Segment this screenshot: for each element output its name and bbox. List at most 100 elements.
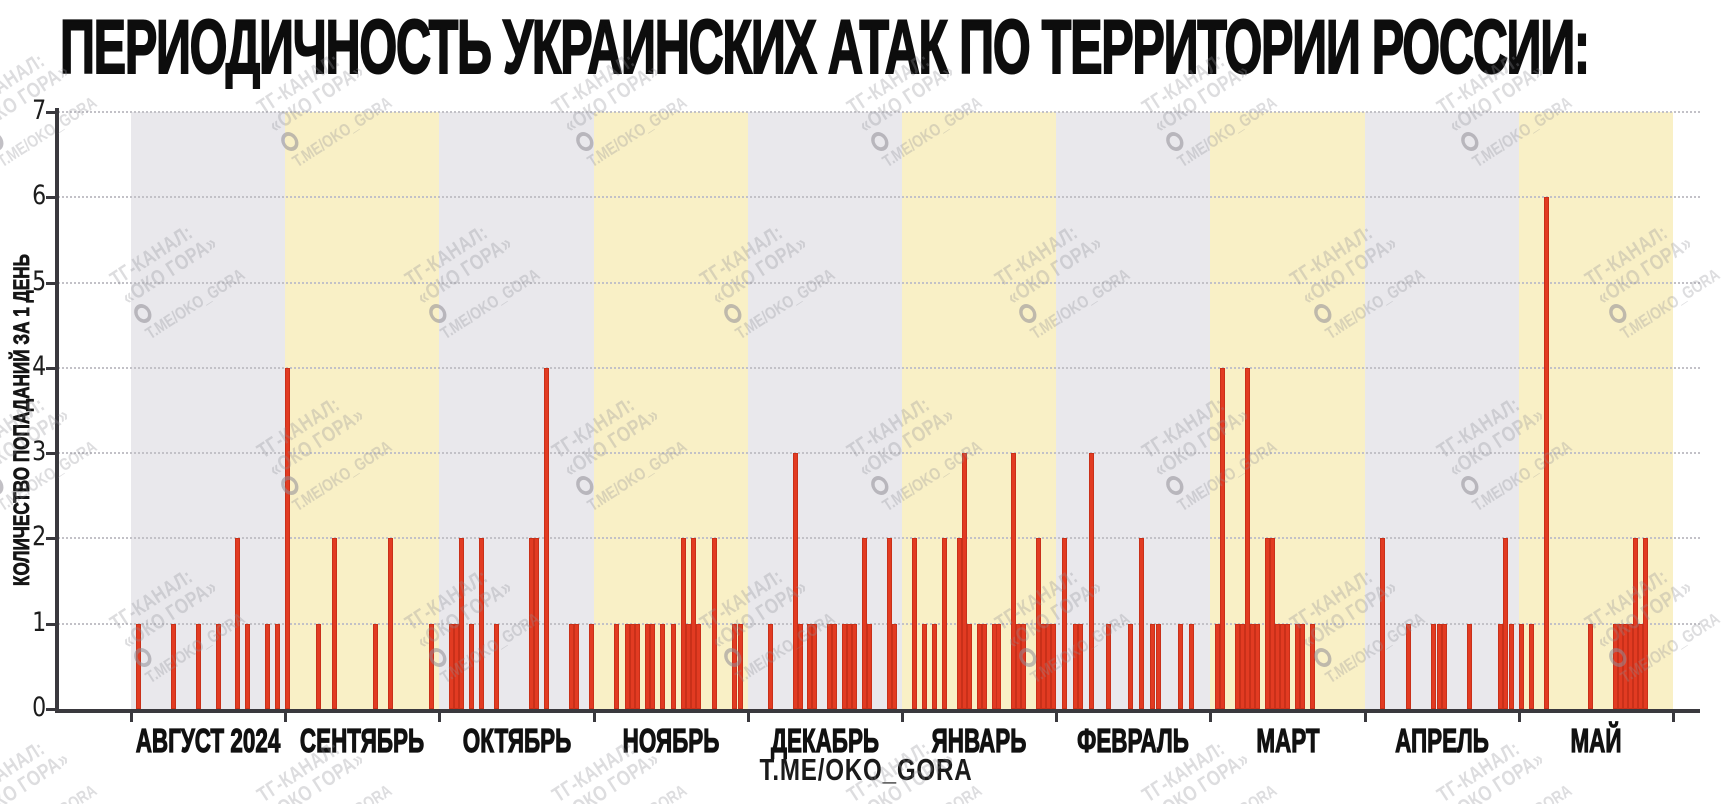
bar — [767, 623, 773, 709]
bar — [331, 538, 337, 709]
y-tick-label-text: 3 — [31, 436, 46, 468]
month-band-gray — [439, 112, 594, 709]
x-tick-mark — [1209, 713, 1213, 722]
bar — [1588, 623, 1594, 709]
bar — [1240, 623, 1246, 709]
bar — [316, 623, 322, 709]
gridline — [58, 366, 1700, 369]
bar — [852, 623, 858, 709]
x-tick-label: МАЙ — [1570, 721, 1671, 760]
bar — [792, 453, 798, 709]
bar — [573, 623, 579, 709]
bar — [650, 623, 656, 709]
bar — [941, 538, 947, 709]
x-tick-mark — [1363, 713, 1367, 722]
channel-caption: T.ME/OKO_GORA — [759, 752, 1139, 788]
y-tick-mark — [46, 111, 56, 114]
gridline — [58, 111, 1700, 113]
bar — [691, 538, 697, 709]
bar — [1046, 623, 1052, 709]
y-axis — [55, 108, 59, 713]
y-tick-mark — [46, 196, 56, 200]
bar — [1380, 538, 1386, 709]
y-tick-label: 5 — [0, 266, 46, 297]
bar — [449, 623, 455, 709]
bar — [429, 623, 435, 709]
x-tick-mark — [901, 713, 904, 722]
bar — [634, 623, 640, 709]
y-tick-mark — [46, 366, 56, 370]
month-band-yellow — [593, 112, 748, 709]
bar — [1518, 623, 1524, 709]
channel-caption-text: T.ME/OKO_GORA — [759, 752, 973, 787]
bar — [660, 623, 666, 709]
x-tick-mark — [284, 713, 288, 722]
bar — [862, 538, 868, 709]
bar — [533, 538, 539, 709]
y-tick-mark — [46, 281, 56, 285]
bar — [686, 623, 692, 709]
x-tick-label-text: ОКТЯБРЬ — [462, 721, 571, 759]
gridline — [58, 537, 1700, 540]
bar — [1405, 623, 1411, 709]
y-tick-label: 4 — [0, 351, 46, 382]
x-tick-label: ДЕКАБРЬ — [770, 721, 984, 760]
bar — [847, 623, 853, 709]
bar — [732, 623, 738, 709]
bar — [842, 623, 848, 709]
bar — [235, 538, 241, 709]
bar — [1011, 453, 1017, 709]
bar — [170, 623, 176, 709]
bar — [867, 623, 873, 709]
y-tick-label: 1 — [0, 607, 46, 638]
oko-gora-logo-icon — [0, 128, 8, 155]
month-band-yellow — [1210, 112, 1365, 709]
bar — [1441, 623, 1447, 709]
bar — [991, 623, 997, 709]
bar — [1177, 623, 1183, 709]
bar — [1265, 538, 1271, 709]
bar — [681, 538, 687, 709]
bar — [135, 623, 141, 709]
x-axis — [55, 709, 1700, 713]
bar — [469, 623, 475, 709]
bar — [629, 623, 635, 709]
y-tick-label-text: 1 — [31, 606, 46, 638]
bar — [1633, 538, 1639, 709]
x-tick-label: АВГУСТ 2024 — [135, 721, 421, 760]
bar — [528, 538, 534, 709]
bar — [1078, 623, 1084, 709]
gridline — [58, 281, 1700, 284]
bar — [1106, 623, 1112, 709]
watermark-link-text: T.ME/OKO_GORA — [573, 763, 690, 804]
x-tick-mark — [592, 713, 596, 722]
oko-gora-logo-icon — [0, 472, 8, 499]
x-tick-mark — [130, 713, 133, 722]
bar — [459, 538, 465, 709]
x-tick-label: СЕНТЯБРЬ — [300, 721, 545, 760]
bar — [797, 623, 803, 709]
x-tick-label: ФЕВРАЛЬ — [1077, 721, 1297, 760]
bar — [454, 623, 460, 709]
month-band-yellow — [1518, 112, 1673, 709]
x-tick-label-text: СЕНТЯБРЬ — [300, 721, 425, 759]
bar — [372, 623, 378, 709]
watermark: ТГ-КАНАЛ: «ОКО ГОРА»T.ME/OKO_GORA — [0, 711, 124, 804]
bar — [981, 623, 987, 709]
month-band-gray — [747, 112, 902, 709]
y-tick-label: 3 — [0, 436, 46, 467]
x-tick-label-text: АПРЕЛЬ — [1394, 721, 1489, 759]
bar — [1270, 538, 1276, 709]
bar — [1245, 367, 1251, 709]
watermark-link-text: T.ME/OKO_GORA — [1163, 763, 1280, 804]
bar — [887, 538, 893, 709]
bar — [1041, 623, 1047, 709]
bar — [624, 623, 630, 709]
y-tick-label-text: 5 — [31, 265, 46, 297]
x-tick-label: МАРТ — [1255, 721, 1381, 760]
bar — [1072, 623, 1078, 709]
bar — [245, 623, 251, 709]
bar — [1036, 538, 1042, 709]
x-tick-label-text: ДЕКАБРЬ — [770, 721, 879, 759]
bar — [215, 623, 221, 709]
